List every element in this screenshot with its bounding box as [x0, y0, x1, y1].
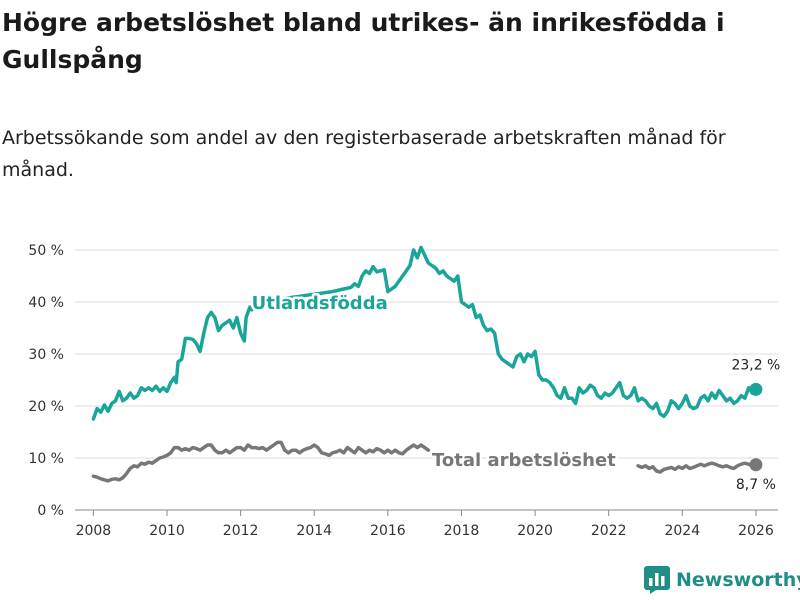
y-tick-label: 50 %	[28, 243, 64, 259]
x-tick-label: 2012	[223, 523, 259, 539]
x-tick-label: 2016	[370, 523, 406, 539]
x-tick-label: 2010	[149, 523, 185, 539]
chart-subtitle: Arbetssökande som andel av den registerb…	[2, 127, 726, 181]
series-line	[636, 461, 758, 474]
y-tick-label: 0 %	[37, 503, 64, 519]
end-point-marker	[749, 458, 763, 472]
y-tick-label: 30 %	[28, 347, 64, 363]
x-tick-label: 2024	[664, 523, 700, 539]
chart-title: Högre arbetslöshet bland utrikes- än inr…	[2, 8, 725, 74]
newsworthy-brand: Newsworthy	[644, 566, 800, 594]
y-tick-label: 20 %	[28, 399, 64, 415]
series-label: Total arbetslöshet	[432, 450, 616, 471]
x-tick-label: 2026	[738, 523, 774, 539]
end-value-label: 23,2 %	[731, 357, 780, 373]
end-value-label: 8,7 %	[736, 477, 776, 493]
series-line	[91, 245, 758, 421]
x-tick-label: 2018	[444, 523, 480, 539]
end-point-marker	[749, 382, 763, 396]
x-tick-label: 2020	[517, 523, 553, 539]
x-tick-label: 2008	[76, 523, 112, 539]
series-label: Utlandsfödda	[252, 293, 388, 314]
y-tick-label: 40 %	[28, 295, 64, 311]
series-line	[91, 440, 431, 483]
brand-name: Newsworthy	[676, 569, 800, 591]
y-tick-label: 10 %	[28, 451, 64, 467]
x-tick-label: 2014	[296, 523, 332, 539]
bar-chart-logo-icon	[644, 566, 670, 594]
x-tick-label: 2022	[591, 523, 627, 539]
